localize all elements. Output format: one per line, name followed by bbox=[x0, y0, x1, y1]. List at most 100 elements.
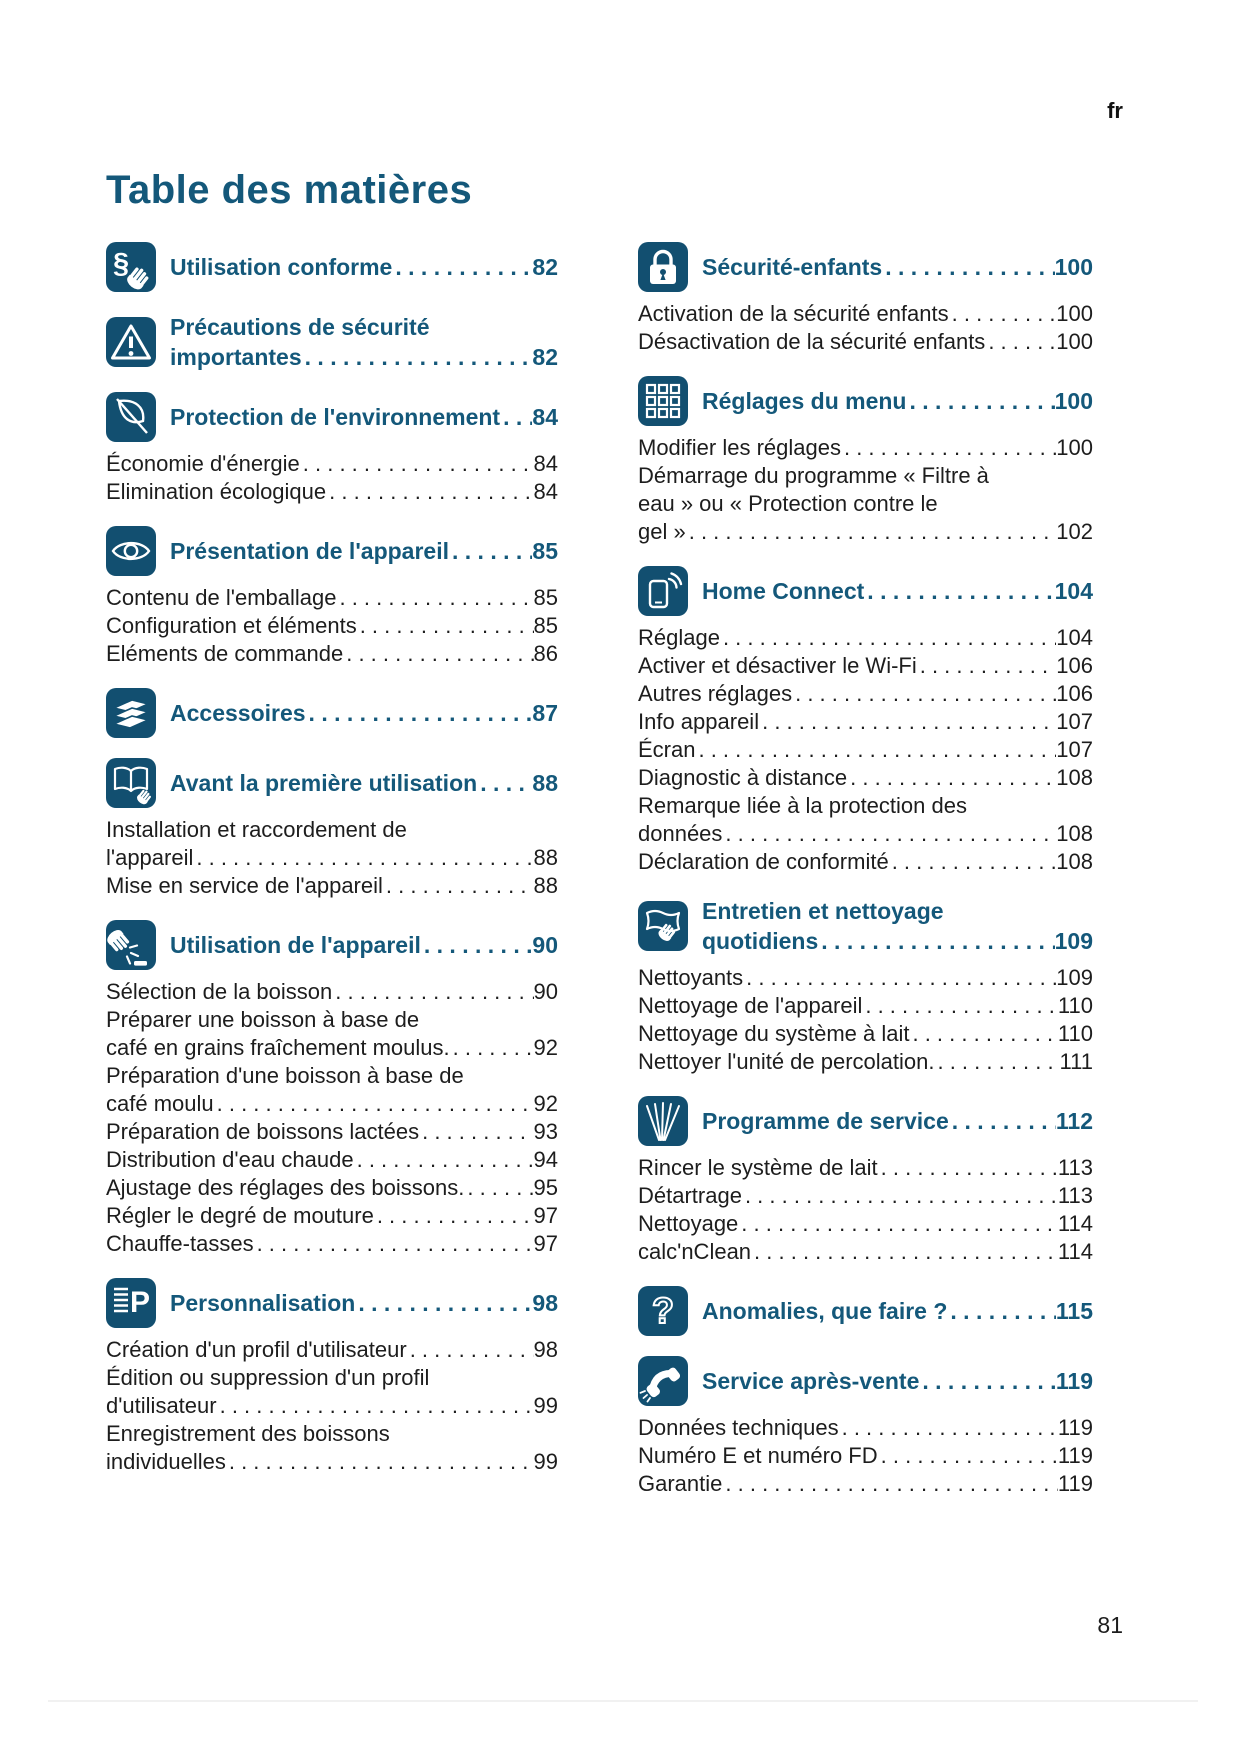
toc-section: ? Anomalies, que faire ? 115 bbox=[638, 1286, 1093, 1336]
phone-handset-icon bbox=[638, 1356, 688, 1406]
dot-leader bbox=[695, 736, 1056, 764]
toc-section: Accessoires 87 bbox=[106, 688, 558, 738]
dot-leader bbox=[792, 680, 1056, 708]
section-items: Réglage104Activer et désactiver le Wi-Fi… bbox=[638, 624, 1093, 876]
toc-entry-label: Économie d'énergie bbox=[106, 451, 300, 476]
dot-leader bbox=[326, 478, 533, 506]
spray-icon bbox=[638, 1096, 688, 1146]
section-page-number: 98 bbox=[532, 1290, 558, 1316]
toc-entry-label: Elimination écologique bbox=[106, 479, 327, 504]
toc-entry-label: café moulu bbox=[106, 1091, 214, 1116]
section-title: Sécurité-enfants 100 bbox=[702, 252, 1093, 282]
toc-entry-label: données bbox=[638, 821, 723, 846]
toc-entry-page-number: 104 bbox=[1056, 625, 1093, 650]
section-items: Nettoyants109Nettoyage de l'appareil110N… bbox=[638, 964, 1093, 1076]
section-page-number: 109 bbox=[1054, 928, 1093, 954]
section-title-line: Accessoires bbox=[170, 700, 306, 726]
toc-entry-label: Distribution d'eau chaude bbox=[106, 1147, 354, 1172]
leaf-icon bbox=[106, 392, 156, 442]
toc-entry: données 108 bbox=[638, 820, 1093, 848]
section-page-number: 119 bbox=[1055, 1368, 1093, 1394]
language-marker: fr bbox=[1107, 98, 1123, 123]
toc-entry-page-number: 93 bbox=[533, 1119, 558, 1144]
section-items: Économie d'énergie84Elimination écologiq… bbox=[106, 450, 558, 506]
toc-entry-label: Configuration et éléments bbox=[106, 613, 357, 638]
section-title-line: Protection de l'environnement bbox=[170, 404, 501, 430]
section-title: Entretien et nettoyage quotidiens 109 bbox=[702, 896, 1093, 956]
dot-leader bbox=[214, 1090, 534, 1118]
toc-entry-page-number: 114 bbox=[1057, 1211, 1093, 1236]
toc-entry-label: Nettoyer l'unité de percolation. bbox=[638, 1049, 935, 1074]
toc-entry: Chauffe-tasses 97 bbox=[106, 1230, 558, 1258]
dot-leader bbox=[878, 1154, 1058, 1182]
section-title-row: Anomalies, que faire ? 115 bbox=[702, 1296, 1093, 1326]
toc-entry-label: calc'nClean bbox=[638, 1239, 752, 1264]
svg-text:?: ? bbox=[652, 1290, 674, 1331]
smartphone-wireless-icon bbox=[638, 566, 688, 616]
section-page-number: 115 bbox=[1055, 1298, 1093, 1324]
eye-icon bbox=[106, 526, 156, 576]
toc-entry-line: Préparer une boisson à base de bbox=[106, 1007, 420, 1032]
toc-entry-label: Chauffe-tasses bbox=[106, 1231, 254, 1256]
toc-entry-page-number: 119 bbox=[1057, 1471, 1093, 1496]
section-page-number: 88 bbox=[532, 770, 558, 796]
dot-leader bbox=[332, 978, 533, 1006]
dot-leader bbox=[500, 402, 532, 432]
toc-entry: Info appareil 107 bbox=[638, 708, 1093, 736]
toc-entry-page-number: 100 bbox=[1056, 301, 1093, 326]
section-items: Rincer le système de lait 113 Détartrage 11… bbox=[638, 1154, 1093, 1266]
section-heading: Home Connect 104 bbox=[638, 566, 1093, 616]
dot-leader bbox=[374, 1202, 534, 1230]
dot-leader bbox=[847, 764, 1056, 792]
dot-leader bbox=[722, 1470, 1058, 1498]
toc-entry: calc'nClean 114 bbox=[638, 1238, 1093, 1266]
toc-entry: Nettoyage du système à lait 110 bbox=[638, 1020, 1093, 1048]
dot-leader bbox=[864, 576, 1054, 606]
section-heading: P Personnalisation 98 bbox=[106, 1278, 558, 1328]
section-heading: Réglages du menu 100 bbox=[638, 376, 1093, 426]
section-heading: Précautions de sécurité importantes 82 bbox=[106, 312, 558, 372]
dot-leader bbox=[889, 848, 1057, 876]
section-title-line: Utilisation conforme bbox=[170, 254, 393, 280]
section-title-row: Avant la première utilisation 88 bbox=[170, 768, 558, 798]
toc-entry-page-number: 108 bbox=[1056, 821, 1093, 846]
toc-section: Home Connect104 Réglage104Activer et désa… bbox=[638, 566, 1093, 876]
toc-entry: Rincer le système de lait 113 bbox=[638, 1154, 1093, 1182]
section-title: Présentation de l'appareil 85 bbox=[170, 536, 558, 566]
dot-leader bbox=[464, 1174, 533, 1202]
section-title-row: Utilisation de l'appareil 90 bbox=[170, 930, 558, 960]
toc-entry: Nettoyer l'unité de percolation. 111 bbox=[638, 1048, 1093, 1076]
section-title-row: Réglages du menu 100 bbox=[702, 386, 1093, 416]
toc-entry: Sélection de la boisson 90 bbox=[106, 978, 558, 1006]
section-title: Accessoires 87 bbox=[170, 698, 558, 728]
section-title-line: importantes bbox=[170, 344, 302, 370]
toc-entry: Désactivation de la sécurité enfants 100 bbox=[638, 328, 1093, 356]
dot-leader bbox=[336, 584, 533, 612]
toc-entry-page-number: 106 bbox=[1056, 653, 1093, 678]
toc-section: Protection de l'environnement84Économie … bbox=[106, 392, 558, 506]
toc-entry-label: Détartrage bbox=[638, 1183, 742, 1208]
toc-entry: Mise en service de l'appareil 88 bbox=[106, 872, 558, 900]
dot-leader bbox=[743, 964, 1056, 992]
section-items: Données techniques119Numéro E et numéro … bbox=[638, 1414, 1093, 1498]
toc-entry-page-number: 113 bbox=[1057, 1155, 1093, 1180]
toc-entry: Création d'un profil d'utilisateur 98 bbox=[106, 1336, 558, 1364]
toc-entry-page-number: 85 bbox=[533, 613, 558, 638]
toc-entry-label: Modifier les réglages bbox=[638, 435, 841, 460]
toc-entry-page-number: 102 bbox=[1056, 519, 1093, 544]
section-title-row: Service après-vente 119 bbox=[702, 1366, 1093, 1396]
toc-entry-page-number: 107 bbox=[1056, 737, 1093, 762]
dot-leader bbox=[306, 698, 533, 728]
section-heading: § Utilisation conforme 82 bbox=[106, 242, 558, 292]
toc-entry-label: café en grains fraîchement moulus. bbox=[106, 1035, 450, 1060]
toc-entry-label: Données techniques bbox=[638, 1415, 839, 1440]
page-bottom-divider bbox=[48, 1700, 1198, 1702]
page-title: Table des matières bbox=[106, 168, 473, 212]
toc-entry-page-number: 90 bbox=[533, 979, 558, 1004]
dot-leader bbox=[878, 1442, 1058, 1470]
toc-entry-label: Création d'un profil d'utilisateur bbox=[106, 1337, 407, 1362]
dot-leader bbox=[906, 386, 1054, 416]
section-title: Anomalies, que faire ? 115 bbox=[702, 1296, 1093, 1326]
section-heading: Programme de service 112 bbox=[638, 1096, 1093, 1146]
